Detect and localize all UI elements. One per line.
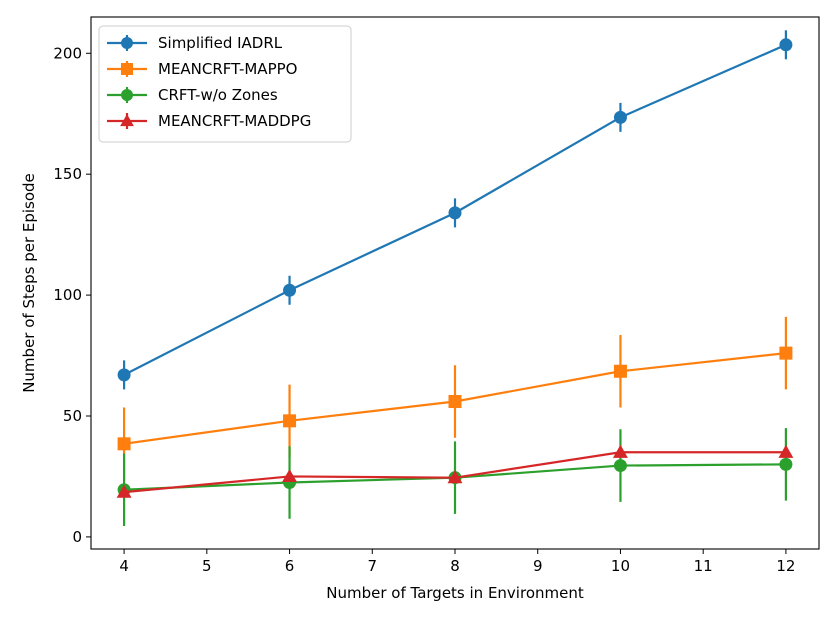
x-tick-label: 7 (367, 557, 377, 575)
y-tick-label: 150 (53, 165, 82, 183)
legend-label: MEANCRFT-MADDPG (158, 112, 311, 130)
legend-entry: MEANCRFT-MAPPO (107, 60, 297, 78)
y-tick-label: 50 (63, 407, 82, 425)
legend-label: MEANCRFT-MAPPO (158, 60, 297, 78)
x-tick-label: 5 (202, 557, 212, 575)
y-tick-label: 200 (53, 44, 82, 62)
x-tick-label: 11 (694, 557, 713, 575)
data-point (447, 470, 463, 484)
legend-label: Simplified IADRL (158, 34, 283, 52)
x-tick-label: 6 (285, 557, 295, 575)
legend-entry: Simplified IADRL (107, 34, 283, 52)
legend-entry: MEANCRFT-MADDPG (107, 112, 311, 130)
data-point (613, 110, 627, 124)
series-meancrft-maddpg (116, 444, 794, 498)
legend-marker (120, 114, 134, 127)
legend-marker (121, 89, 133, 101)
data-point (613, 364, 627, 378)
series-crft-w-o-zones (117, 428, 793, 527)
x-tick-label: 10 (611, 557, 630, 575)
data-point (778, 444, 794, 458)
legend-entry: CRFT-w/o Zones (107, 86, 278, 104)
legend-box (98, 25, 352, 143)
legend-marker (121, 37, 133, 49)
data-point (283, 283, 297, 297)
legend-marker (121, 63, 133, 75)
data-point (448, 206, 462, 220)
series-simplified-iadrl (117, 30, 793, 390)
x-tick-label: 9 (533, 557, 543, 575)
y-tick-label: 0 (72, 528, 82, 546)
y-tick-label: 100 (53, 286, 82, 304)
plot-area (116, 30, 794, 527)
legend-label: CRFT-w/o Zones (158, 86, 278, 104)
axes-ticks: 4 5 6 7 8 9 10 11 12 0 50 100 150 200 (53, 44, 795, 575)
data-point (117, 437, 131, 451)
data-point (116, 484, 132, 498)
data-point (779, 38, 793, 52)
data-point (117, 368, 131, 382)
x-tick-label: 8 (450, 557, 460, 575)
legend: Simplified IADRL MEANCRFT-MAPPO CRFT-w/o Z… (98, 25, 352, 143)
data-point (282, 468, 298, 483)
data-point (448, 394, 462, 408)
data-point (283, 414, 297, 428)
x-tick-label: 12 (776, 557, 795, 575)
data-point (613, 459, 627, 473)
x-tick-label: 4 (119, 557, 129, 575)
series-meancrft-mappo (117, 316, 793, 481)
data-point (779, 346, 793, 360)
y-axis-label: Number of Steps per Episode (20, 173, 38, 393)
data-point (779, 457, 793, 471)
x-axis-label: Number of Targets in Environment (326, 584, 584, 602)
data-point (612, 444, 628, 458)
